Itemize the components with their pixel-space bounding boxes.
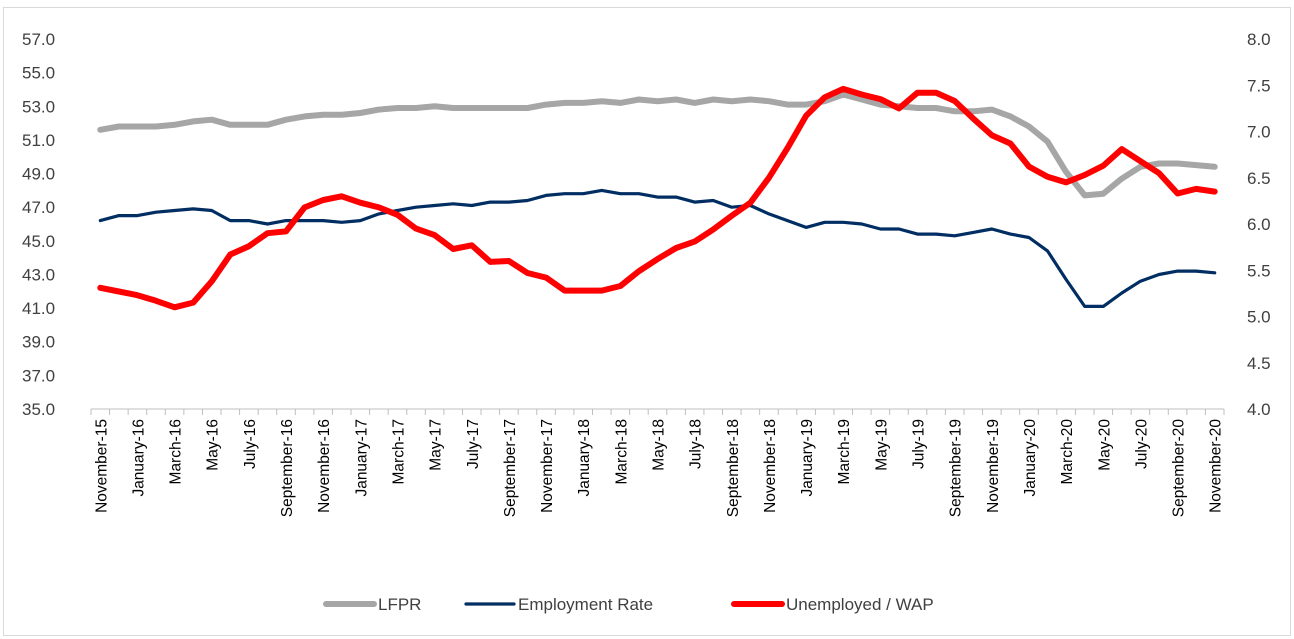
series-line-employment-rate	[98, 188, 1217, 308]
x-tick-label: May-20	[1096, 419, 1113, 471]
left-y-tick-label: 55.0	[22, 64, 55, 83]
x-tick-label: March-17	[390, 419, 407, 484]
x-tick-label: November-15	[93, 419, 110, 513]
x-tick-label: September-20	[1171, 419, 1188, 518]
series-line-lfpr	[97, 91, 1218, 199]
x-tick-label: January-17	[353, 419, 370, 497]
x-tick-label: July-17	[465, 419, 482, 469]
left-y-tick-label: 49.0	[22, 165, 55, 184]
x-tick-label: November-16	[316, 419, 333, 513]
x-tick-label: July-19	[911, 419, 928, 469]
x-tick-label: January-16	[130, 419, 147, 497]
left-y-tick-label: 45.0	[22, 232, 55, 251]
chart-frame	[3, 7, 1291, 636]
right-y-tick-label: 8.0	[1247, 30, 1271, 49]
right-y-tick-label: 4.0	[1247, 400, 1271, 419]
left-y-tick-label: 47.0	[22, 198, 55, 217]
x-tick-label: September-19	[948, 419, 965, 517]
x-tick-label: March-18	[613, 419, 630, 484]
right-y-tick-label: 5.5	[1247, 261, 1271, 280]
legend-label: LFPR	[378, 595, 421, 614]
left-y-tick-label: 41.0	[22, 299, 55, 318]
x-tick-label: November-20	[1208, 419, 1225, 513]
x-tick-label: May-18	[651, 419, 668, 471]
legend: LFPR Employment Rate Unemployed / WAP	[323, 595, 934, 614]
right-y-tick-label: 5.0	[1247, 308, 1271, 327]
x-tick-label: July-16	[242, 419, 259, 469]
x-tick-label: March-20	[1059, 419, 1076, 485]
left-y-tick-label: 43.0	[22, 265, 55, 284]
series-line-unemployed-wap	[97, 85, 1218, 311]
x-tick-label: September-16	[279, 419, 296, 517]
left-y-tick-label: 37.0	[22, 366, 55, 385]
left-y-tick-label: 39.0	[22, 333, 55, 352]
x-tick-label: November-19	[985, 419, 1002, 513]
x-tick-label: November-17	[539, 419, 556, 513]
legend-label: Unemployed / WAP	[786, 595, 934, 614]
x-tick-label: March-16	[168, 419, 185, 484]
series-lines	[97, 85, 1218, 311]
x-tick-label: January-18	[576, 419, 593, 497]
right-y-axis-ticks: 4.0 4.5 5.0 5.5 6.0 6.5 7.0 7.5 8.0	[1247, 30, 1271, 419]
right-y-tick-label: 7.5	[1247, 76, 1271, 95]
x-tick-label: January-20	[1022, 419, 1039, 497]
x-tick-label: September-17	[502, 419, 519, 517]
left-y-tick-label: 35.0	[22, 400, 55, 419]
axes	[90, 408, 1225, 415]
x-axis-ticks: November-15 January-16 March-16 May-16 July-…	[93, 419, 1224, 518]
right-y-tick-label: 4.5	[1247, 354, 1271, 373]
x-tick-label: March-19	[836, 419, 853, 484]
x-tick-label: January-19	[799, 419, 816, 497]
x-tick-label: May-16	[205, 419, 222, 471]
left-y-tick-label: 53.0	[22, 97, 55, 116]
right-y-tick-label: 6.0	[1247, 215, 1271, 234]
x-tick-label: May-17	[428, 419, 445, 471]
left-y-tick-label: 57.0	[22, 30, 55, 49]
left-y-tick-label: 51.0	[22, 131, 55, 150]
x-tick-label: September-18	[725, 419, 742, 517]
x-tick-label: May-19	[873, 419, 890, 471]
right-y-tick-label: 6.5	[1247, 169, 1271, 188]
x-tick-label: November-18	[762, 419, 779, 513]
legend-label: Employment Rate	[518, 595, 653, 614]
left-y-axis-ticks: 35.0 37.0 39.0 41.0 43.0 45.0 47.0 49.0 51.0 53.0…	[22, 30, 55, 419]
right-y-tick-label: 7.0	[1247, 123, 1271, 142]
x-tick-label: July-18	[688, 419, 705, 469]
x-tick-label: July-20	[1133, 419, 1150, 469]
